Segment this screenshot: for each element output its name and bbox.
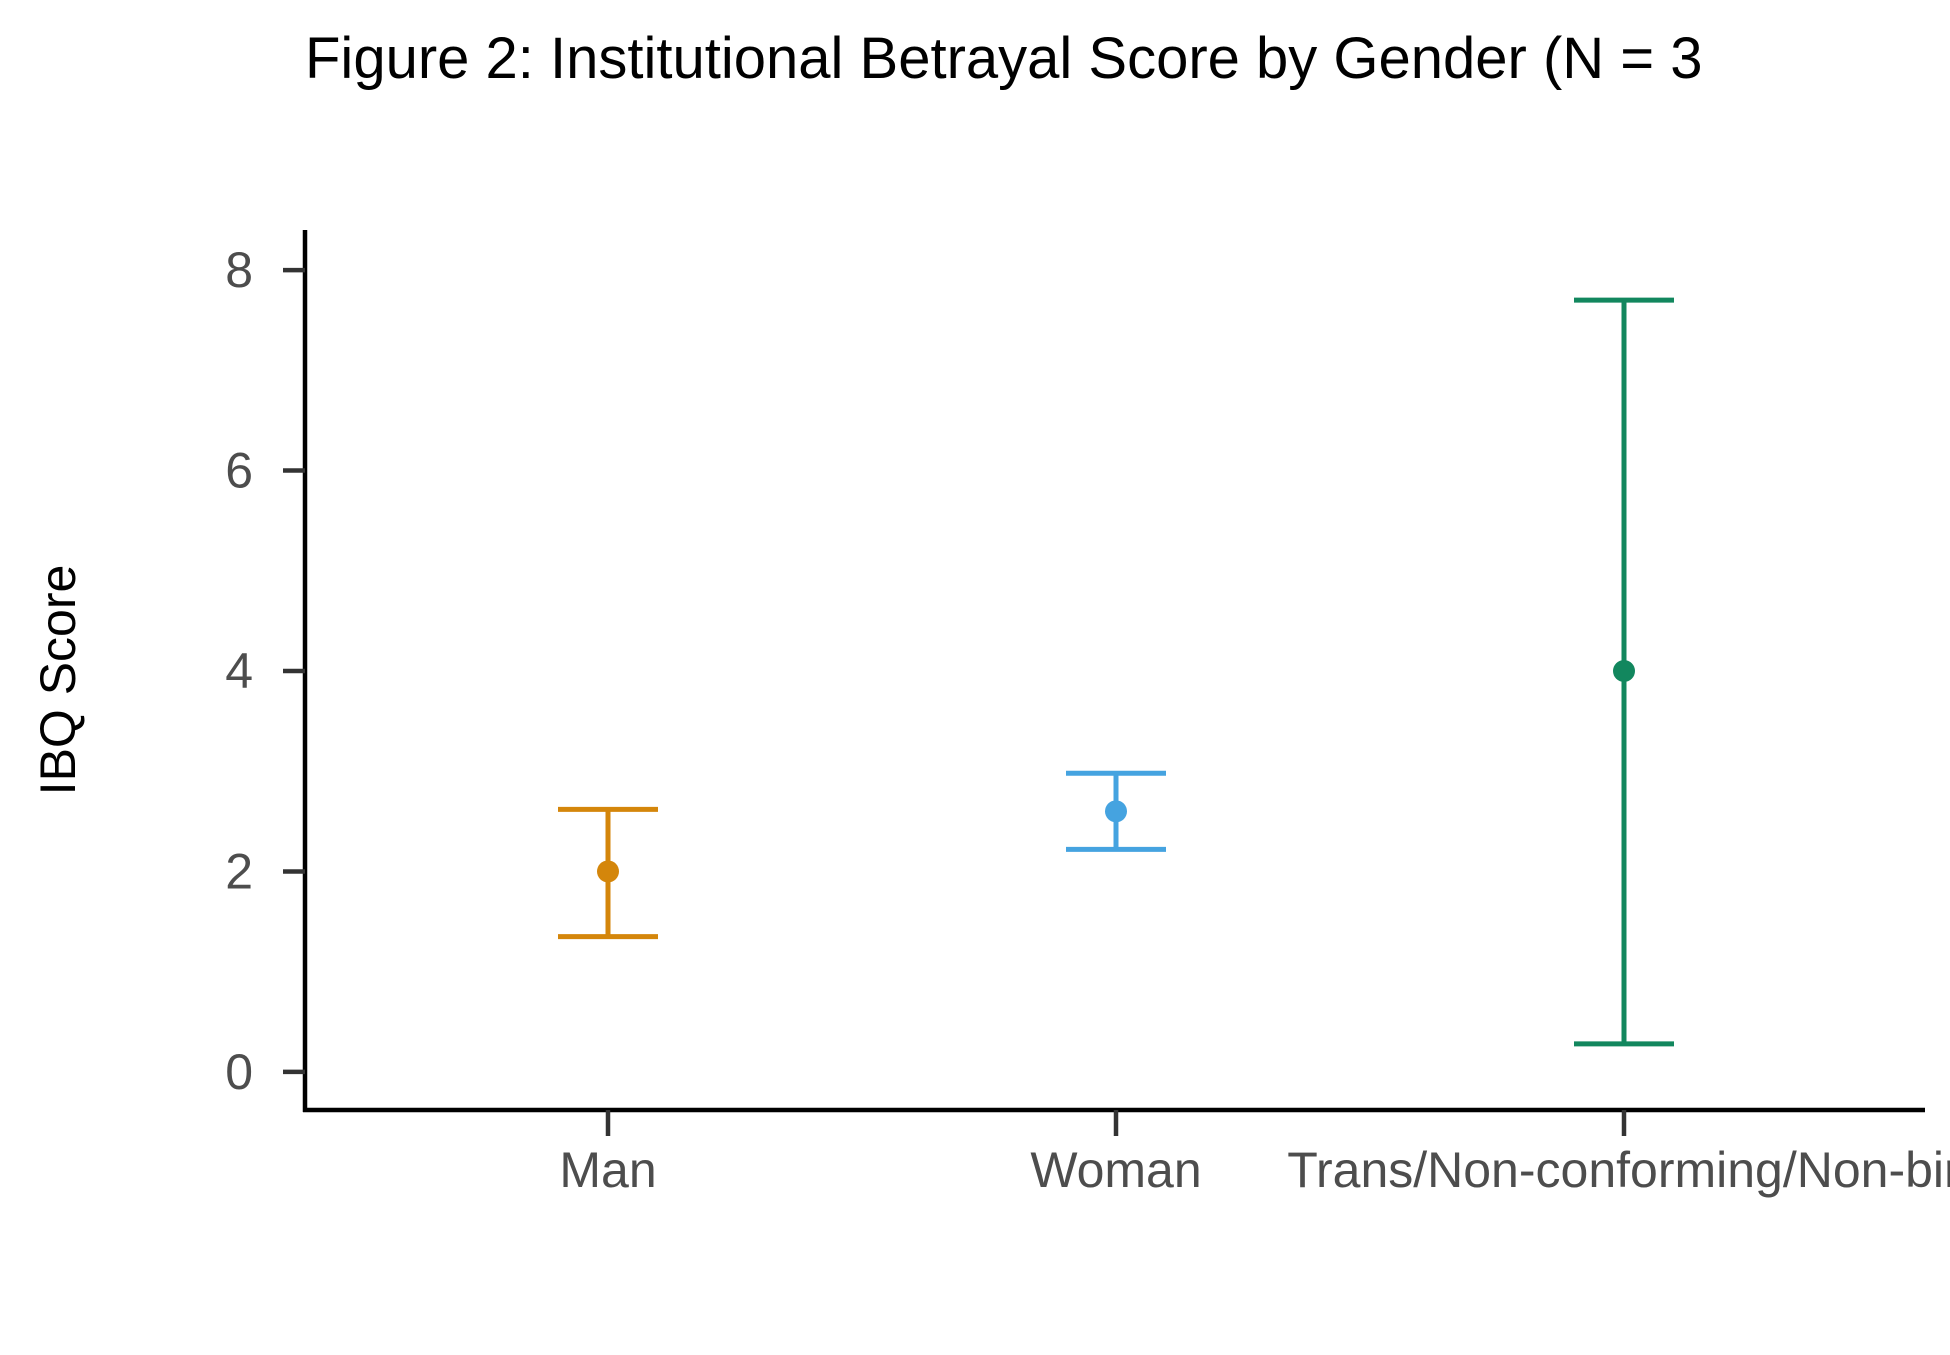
x-tick-label: Man <box>559 1142 656 1198</box>
y-tick-label: 4 <box>225 643 253 699</box>
y-axis: 0 2 4 6 8 <box>225 230 308 1112</box>
mean-point <box>597 860 619 883</box>
mean-point <box>1613 660 1635 683</box>
chart-title: Figure 2: Institutional Betrayal Score b… <box>305 26 1703 91</box>
y-tick-label: 6 <box>225 443 253 499</box>
x-tick-label: Woman <box>1030 1142 1201 1198</box>
errorbar-group <box>1066 770 1166 852</box>
y-axis-label: IBQ Score <box>30 565 86 796</box>
errorbar-group <box>1574 297 1674 1047</box>
x-axis: Man Woman Trans/Non-conforming/Non-bir <box>303 1107 1950 1198</box>
y-tick-label: 2 <box>225 843 253 899</box>
y-tick-label: 8 <box>225 242 253 298</box>
plot-marks <box>558 297 1674 1047</box>
mean-point <box>1105 800 1127 823</box>
y-tick-label: 0 <box>225 1044 253 1100</box>
errorbar-group <box>558 806 658 940</box>
x-tick-label: Trans/Non-conforming/Non-bir <box>1287 1142 1950 1198</box>
